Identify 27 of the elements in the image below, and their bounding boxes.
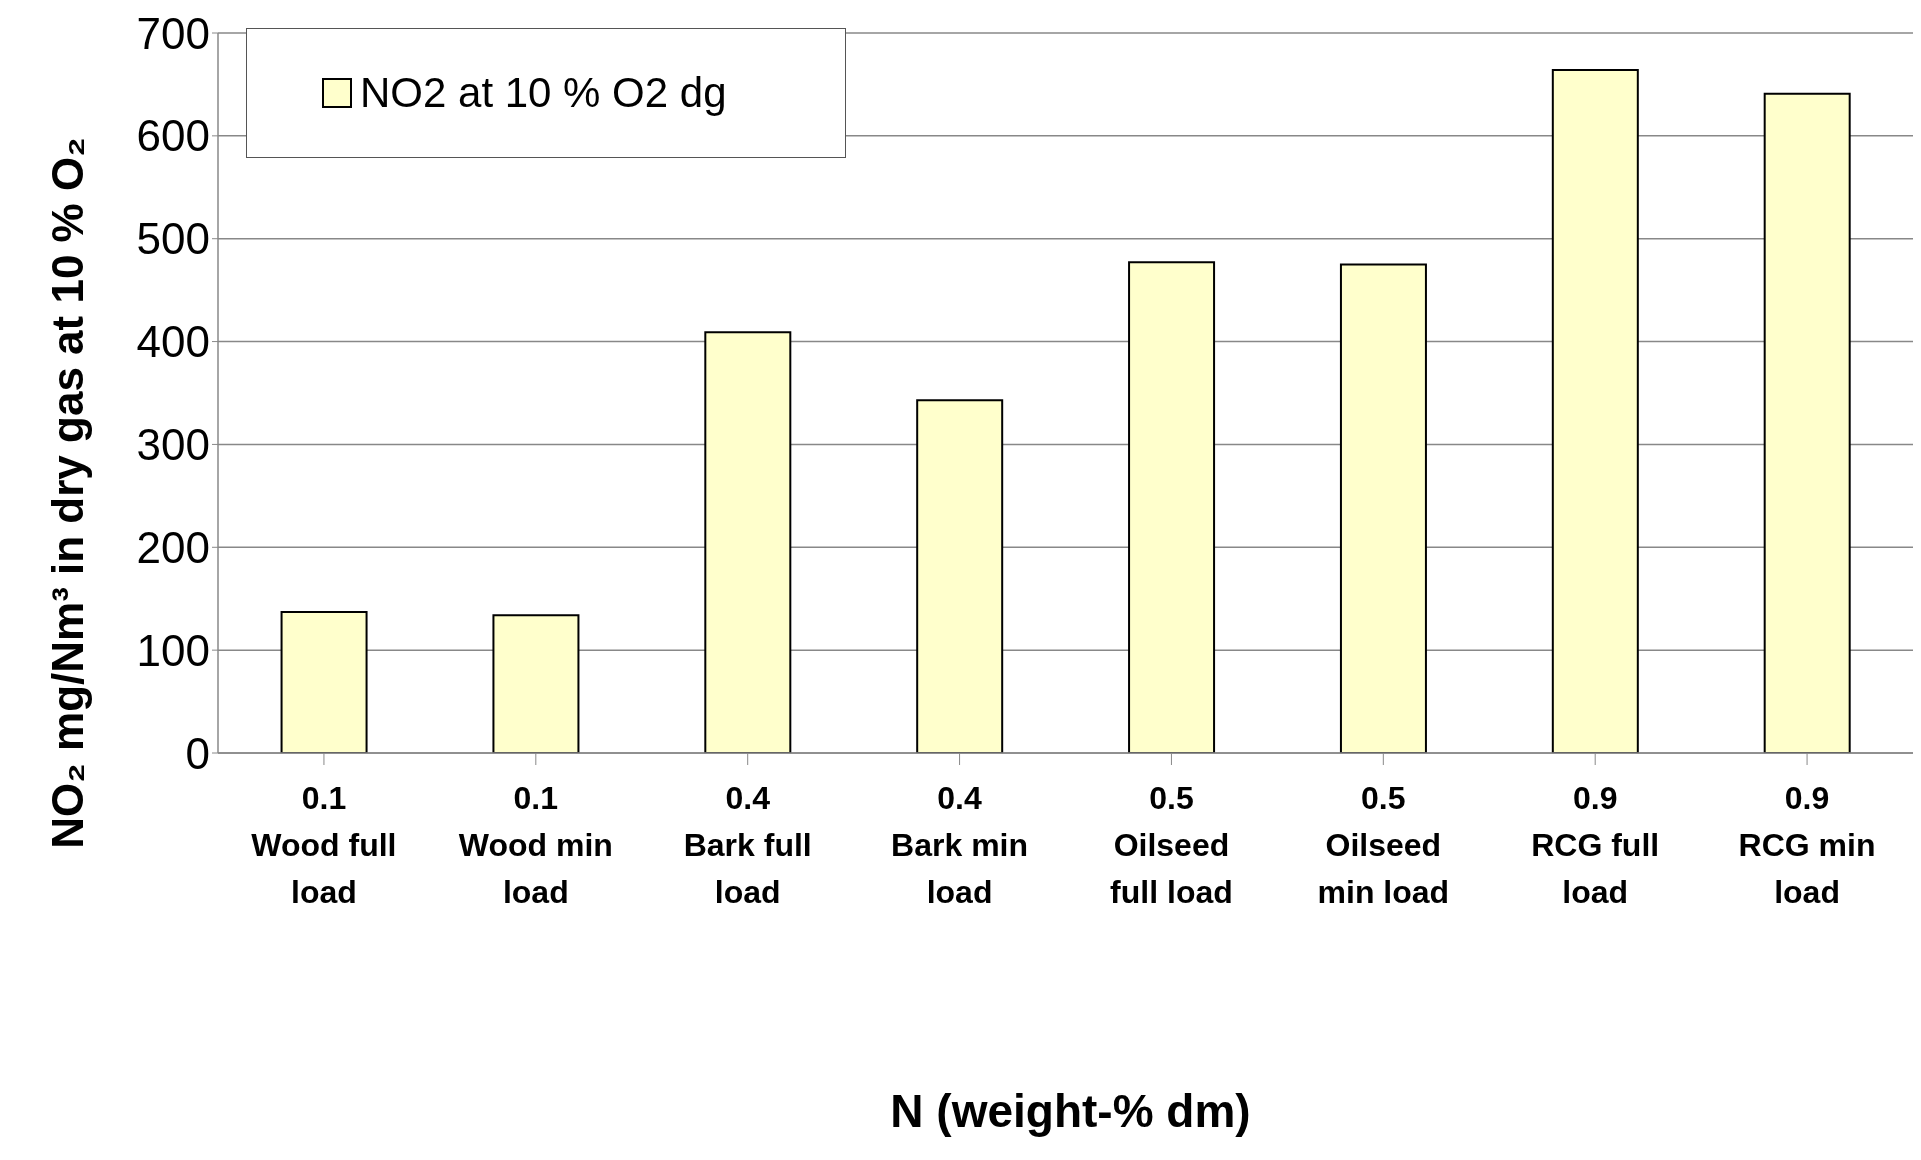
y-tick-label: 600	[136, 111, 210, 161]
y-tick-label: 100	[136, 625, 210, 675]
x-tick-label: 0.1 Wood min load	[458, 780, 613, 910]
x-tick-label: 0.1 Wood full load	[251, 780, 397, 910]
x-tick-label: 0.5 Oilseed min load	[1317, 780, 1450, 910]
x-axis-title: N (weight-% dm)	[889, 1084, 1252, 1138]
y-axis-title: NO₂ mg/Nm³ in dry gas at 10 % O₂	[43, 137, 93, 849]
bar	[1551, 69, 1639, 753]
bar	[1128, 261, 1216, 753]
y-tick-label: 200	[136, 522, 210, 572]
y-tick-label: 400	[136, 317, 210, 367]
y-tick-label: 300	[136, 420, 210, 470]
bar	[1763, 92, 1851, 753]
legend-label: NO2 at 10 % O2 dg	[360, 69, 727, 117]
x-tick-label: 0.9 RCG min load	[1738, 780, 1876, 910]
bar	[492, 614, 580, 753]
x-tick-label: 0.5 Oilseed full load	[1110, 780, 1233, 910]
x-tick-label: 0.9 RCG full load	[1531, 780, 1660, 910]
bar	[1339, 263, 1427, 753]
y-tick-label: 500	[136, 214, 210, 264]
x-tick-label: 0.4 Bark full load	[683, 780, 812, 910]
bar	[704, 331, 792, 753]
y-tick-label: 0	[185, 728, 210, 778]
bar	[916, 399, 1004, 753]
y-tick-label: 700	[136, 8, 210, 58]
bar	[280, 611, 368, 753]
x-tick-label: 0.4 Bark min load	[891, 780, 1029, 910]
